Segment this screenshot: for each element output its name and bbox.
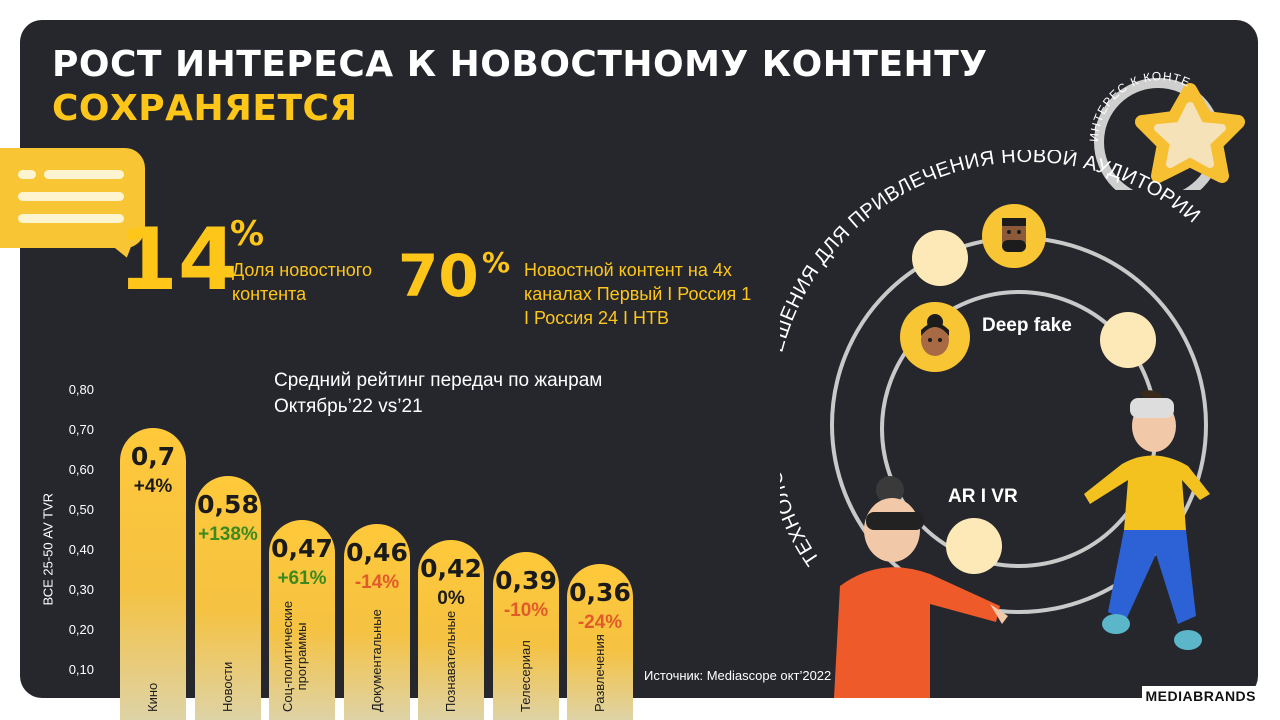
bar-value-label: 0,36 — [569, 578, 631, 607]
bar-value-label: 0,46 — [346, 538, 408, 567]
vr-man-illustration — [834, 476, 1008, 698]
bar-change-label: -24% — [577, 612, 623, 633]
vr-woman-illustration — [1084, 390, 1210, 650]
y-tick-label: 0,70 — [68, 422, 94, 437]
avatar-man-icon — [982, 204, 1046, 268]
bar-value-label: 0,42 — [420, 554, 482, 583]
bar: Развлечения — [567, 564, 633, 720]
stat-news-share-unit: % — [230, 214, 265, 254]
bar: Кино — [120, 428, 186, 720]
ring-dot — [1100, 312, 1156, 368]
y-tick-label: 0,40 — [68, 542, 94, 557]
page-subtitle: СОХРАНЯЕТСЯ — [52, 88, 358, 129]
stat-news-share-label: Доля новостного контента — [232, 260, 372, 304]
bar: Познавательные — [418, 540, 484, 720]
chart-title: Средний рейтинг передач по жанрам Октябр… — [274, 370, 603, 417]
bar-value-label: 0,7 — [130, 442, 176, 471]
avatar-woman-icon — [900, 302, 970, 372]
category-label: Документальные — [369, 609, 384, 712]
bar-change-label: 0% — [437, 588, 465, 609]
bar-value-label: 0,47 — [271, 534, 333, 563]
y-tick-label: 0,30 — [68, 582, 94, 597]
stat-news-share-number: 14 — [118, 210, 238, 310]
category-label: Телесериал — [518, 640, 533, 712]
category-label: Соц-политические программы — [280, 600, 309, 712]
bar-value-label: 0,39 — [495, 566, 557, 595]
y-tick-label: 0,60 — [68, 462, 94, 477]
stat-news-channels-unit: % — [482, 246, 511, 279]
bar: Новости — [195, 476, 261, 720]
category-label: Развлечения — [592, 634, 607, 712]
y-tick-label: 0,10 — [68, 662, 94, 677]
tech-label-arvr: AR I VR — [948, 486, 1018, 507]
bar-change-label: +4% — [133, 476, 173, 497]
brand-logo: MEDIABRANDS — [1141, 686, 1260, 706]
star-badge-icon: ИНТЕРЕС К КОНТЕНТУ — [1070, 30, 1245, 190]
category-label: Кино — [145, 682, 160, 712]
ring-dot — [912, 230, 968, 286]
source-note: Источник: Mediascope окт’2022 — [644, 668, 832, 683]
bar: Соц-политические программы — [269, 520, 335, 720]
bar-change-label: -14% — [354, 572, 400, 593]
bar: Телесериал — [493, 552, 559, 720]
bar-change-label: +138% — [198, 524, 258, 545]
y-tick-label: 0,50 — [68, 502, 94, 517]
tech-label-deepfake: Deep fake — [982, 315, 1072, 336]
stat-news-channels-label: Новостной контент на 4х каналах Первый I… — [524, 260, 752, 328]
y-tick-label: 0,20 — [68, 622, 94, 637]
bar-value-label: 0,58 — [197, 490, 259, 519]
y-tick-label: 0,80 — [68, 382, 94, 397]
bar-change-label: -10% — [503, 600, 549, 621]
category-label: Познавательные — [443, 610, 458, 712]
bar-change-label: +61% — [277, 568, 327, 589]
ring-dot — [946, 518, 1002, 574]
stat-news-channels-number: 70 — [398, 242, 479, 310]
category-label: Новости — [220, 661, 235, 712]
page-title: РОСТ ИНТЕРЕСА К НОВОСТНОМУ КОНТЕНТУ — [52, 44, 988, 85]
bar: Документальные — [344, 524, 410, 720]
